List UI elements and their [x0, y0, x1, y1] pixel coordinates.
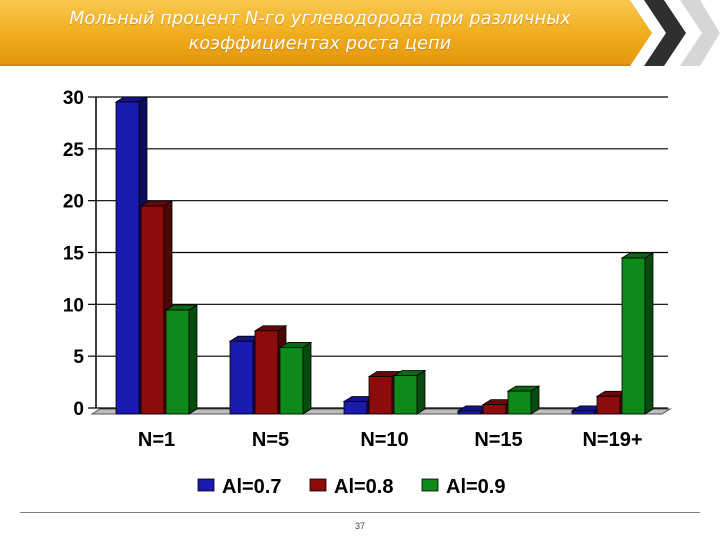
y-tick-label: 20 [63, 192, 84, 213]
x-category-label: N=19+ [582, 429, 642, 451]
y-tick-label: 10 [63, 295, 84, 316]
x-category-label: N=5 [252, 429, 289, 451]
bar-N=10-Al=0.9 [392, 369, 427, 415]
y-tick-label: 0 [73, 399, 84, 420]
legend-item: Al=0.7 [197, 476, 281, 498]
bar-N=15-Al=0.9 [506, 385, 541, 415]
bar-N=1-Al=0.9 [164, 304, 199, 415]
legend-swatch [421, 478, 439, 492]
slide-title-line-1: Мольный процент N-го углеводорода при ра… [69, 9, 571, 29]
legend-swatch [309, 478, 327, 492]
x-category-label: N=1 [138, 429, 175, 451]
legend-item: Al=0.9 [421, 476, 505, 498]
legend-item: Al=0.8 [309, 476, 393, 498]
y-tick-label: 30 [63, 88, 84, 109]
slide-title: Мольный процент N-го углеводорода при ра… [0, 7, 640, 57]
y-axis: 0 5 10 15 20 25 30 [63, 88, 96, 420]
y-tick-label: 25 [63, 140, 85, 161]
x-axis-categories: N=1 N=5 N=10 N=15 N=19+ [138, 429, 643, 451]
legend-label: Al=0.9 [446, 476, 505, 498]
footer-divider [20, 512, 700, 513]
bar-N=1-Al=0.8 [139, 200, 174, 415]
title-banner [0, 0, 652, 66]
y-tick-label: 15 [63, 244, 85, 265]
y-tick-label: 5 [73, 347, 84, 368]
chart-legend: Al=0.7 Al=0.8 Al=0.9 [197, 476, 505, 498]
legend-swatch [197, 478, 215, 492]
chevron-dark-icon [644, 0, 720, 66]
legend-label: Al=0.8 [334, 476, 393, 498]
page-number: 37 [354, 521, 365, 531]
chart-bars [114, 96, 655, 415]
bar-N=5-Al=0.9 [278, 341, 313, 415]
x-category-label: N=10 [360, 429, 408, 451]
legend-label: Al=0.7 [222, 476, 281, 498]
x-category-label: N=15 [474, 429, 522, 451]
bar-N=19+-Al=0.9 [620, 252, 655, 415]
slide-title-line-2: коэффициентах роста цепи [188, 34, 452, 54]
